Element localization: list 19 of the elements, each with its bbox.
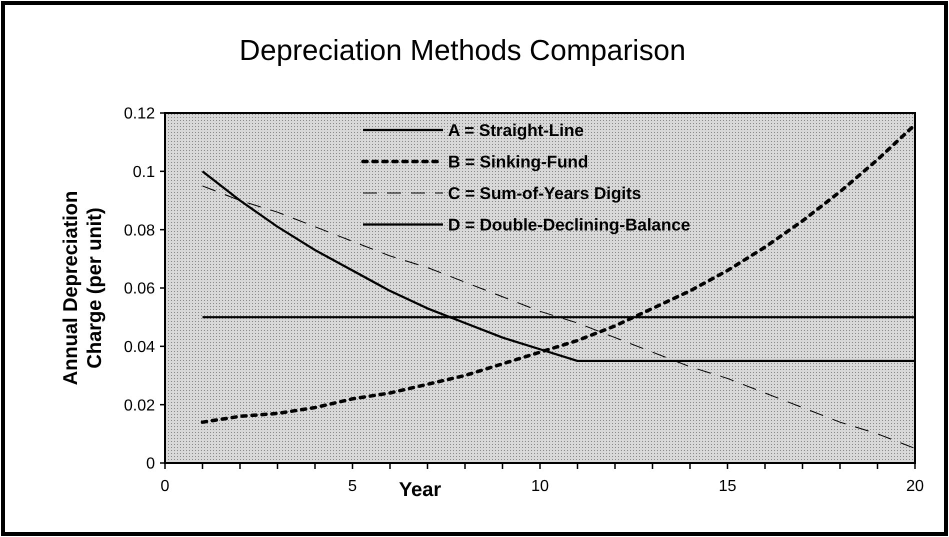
legend-label: A = Straight-Line <box>448 120 584 140</box>
legend-label: B = Sinking-Fund <box>448 152 588 172</box>
chart-title: Depreciation Methods Comparison <box>239 35 686 67</box>
legend-label: D = Double-Declining-Balance <box>448 215 690 234</box>
x-tick-label: 0 <box>160 478 170 495</box>
y-tick-label: 0.12 <box>124 106 156 123</box>
y-tick-label: 0.06 <box>124 280 156 298</box>
y-tick-label: 0.02 <box>124 397 156 414</box>
x-axis-title: Year <box>398 479 442 501</box>
x-tick-label: 20 <box>906 478 924 495</box>
y-tick-label: 0.08 <box>124 222 156 240</box>
x-tick-label: 10 <box>531 478 549 495</box>
y-axis-title: Annual Depreciation Charge (per unit) <box>60 190 106 386</box>
x-tick-label: 5 <box>348 478 358 495</box>
y-tick-label: 0.1 <box>132 164 156 181</box>
x-tick-label: 15 <box>718 478 736 495</box>
legend-label: C = Sum-of-Years Digits <box>448 184 642 203</box>
y-tick-label: 0 <box>146 456 156 473</box>
y-tick-label: 0.04 <box>124 338 156 356</box>
